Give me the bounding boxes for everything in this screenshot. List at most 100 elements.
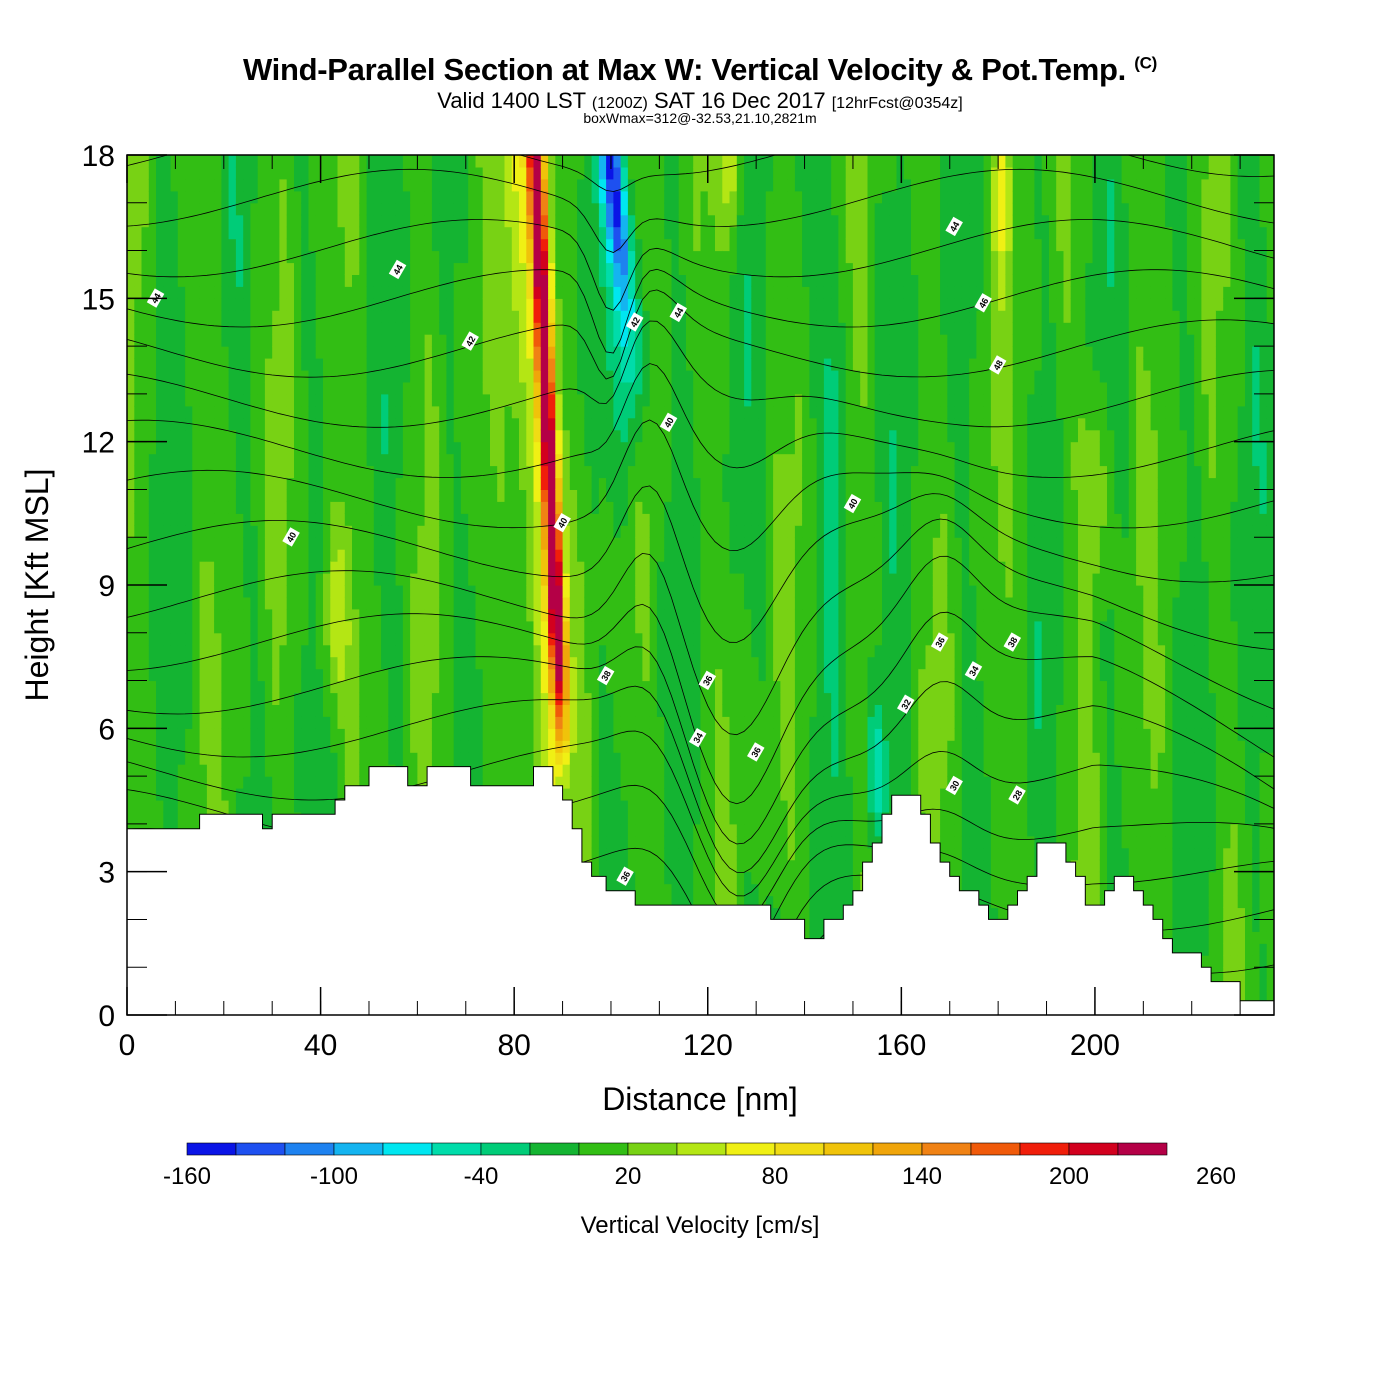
velocity-cell bbox=[540, 644, 549, 658]
velocity-cell bbox=[163, 620, 172, 634]
velocity-cell bbox=[323, 274, 331, 287]
velocity-cell bbox=[127, 429, 135, 443]
velocity-cell bbox=[410, 405, 418, 419]
velocity-cell bbox=[221, 429, 230, 443]
velocity-cell bbox=[214, 549, 222, 562]
velocity-cell bbox=[315, 668, 324, 682]
velocity-cell bbox=[206, 561, 215, 574]
velocity-cell bbox=[214, 346, 222, 359]
velocity-cell bbox=[591, 573, 600, 586]
velocity-cell bbox=[584, 202, 593, 216]
velocity-cell bbox=[373, 370, 382, 383]
velocity-cell bbox=[279, 322, 288, 335]
chart-title: Wind-Parallel Section at Max W: Vertical… bbox=[243, 52, 1157, 87]
velocity-cell bbox=[606, 322, 614, 335]
velocity-cell bbox=[221, 585, 230, 598]
velocity-cell bbox=[373, 573, 382, 586]
velocity-cell bbox=[540, 620, 549, 634]
velocity-cell bbox=[533, 716, 542, 729]
velocity-cell bbox=[424, 346, 433, 359]
velocity-cell bbox=[192, 286, 201, 299]
velocity-cell bbox=[577, 346, 585, 359]
velocity-cell bbox=[148, 358, 157, 371]
velocity-cell bbox=[279, 441, 288, 455]
velocity-cell bbox=[359, 704, 368, 717]
velocity-cell bbox=[221, 668, 230, 682]
velocity-cell bbox=[235, 202, 244, 216]
velocity-cell bbox=[548, 274, 556, 287]
velocity-cell bbox=[482, 262, 491, 275]
velocity-cell bbox=[199, 393, 208, 407]
velocity-cell bbox=[264, 596, 273, 610]
velocity-cell bbox=[170, 202, 179, 216]
velocity-cell bbox=[497, 298, 506, 311]
velocity-cell bbox=[170, 370, 179, 383]
velocity-cell bbox=[352, 596, 360, 610]
velocity-cell bbox=[555, 764, 564, 777]
velocity-cell bbox=[439, 202, 448, 216]
velocity-cell bbox=[511, 262, 520, 275]
velocity-cell bbox=[279, 549, 288, 562]
velocity-cell bbox=[562, 381, 571, 395]
velocity-cell bbox=[620, 740, 629, 753]
velocity-cell bbox=[606, 800, 614, 813]
velocity-cell bbox=[250, 346, 259, 359]
velocity-cell bbox=[192, 668, 201, 682]
velocity-cell bbox=[533, 704, 542, 717]
velocity-cell bbox=[228, 692, 237, 705]
velocity-cell bbox=[504, 453, 513, 467]
velocity-cell bbox=[606, 226, 614, 240]
velocity-cell bbox=[482, 310, 491, 323]
velocity-cell bbox=[170, 608, 179, 622]
velocity-cell bbox=[562, 155, 571, 168]
velocity-cell bbox=[475, 716, 484, 729]
velocity-cell bbox=[410, 250, 418, 264]
velocity-cell bbox=[156, 381, 164, 395]
velocity-cell bbox=[264, 525, 273, 538]
velocity-cell bbox=[148, 465, 157, 479]
velocity-cell bbox=[315, 286, 324, 299]
velocity-cell bbox=[381, 226, 389, 240]
velocity-cell bbox=[562, 561, 571, 574]
velocity-cell bbox=[548, 632, 556, 646]
velocity-cell bbox=[344, 429, 353, 443]
velocity-cell bbox=[482, 752, 491, 765]
velocity-cell bbox=[141, 549, 150, 562]
velocity-cell bbox=[250, 262, 259, 275]
velocity-cell bbox=[221, 465, 230, 479]
velocity-cell bbox=[555, 226, 564, 240]
velocity-cell bbox=[315, 358, 324, 371]
velocity-cell bbox=[410, 238, 418, 252]
velocity-cell bbox=[526, 513, 535, 526]
velocity-cell bbox=[272, 417, 281, 431]
velocity-cell bbox=[141, 441, 150, 455]
velocity-cell bbox=[199, 788, 208, 801]
velocity-cell bbox=[264, 728, 273, 741]
velocity-cell bbox=[177, 680, 186, 694]
velocity-cell bbox=[453, 537, 462, 550]
velocity-cell bbox=[163, 549, 172, 562]
velocity-cell bbox=[526, 501, 535, 514]
velocity-cell bbox=[584, 776, 593, 789]
velocity-cell bbox=[315, 393, 324, 407]
velocity-cell bbox=[475, 561, 484, 574]
velocity-cell bbox=[214, 370, 222, 383]
velocity-cell bbox=[431, 632, 440, 646]
velocity-cell bbox=[410, 776, 418, 789]
velocity-cell bbox=[584, 346, 593, 359]
velocity-cell bbox=[373, 596, 382, 610]
velocity-cell bbox=[279, 740, 288, 753]
velocity-cell bbox=[134, 226, 143, 240]
velocity-cell bbox=[388, 716, 397, 729]
velocity-cell bbox=[519, 764, 527, 777]
velocity-cell bbox=[170, 310, 179, 323]
velocity-cell bbox=[243, 298, 252, 311]
velocity-cell bbox=[286, 740, 295, 753]
velocity-cell bbox=[562, 716, 571, 729]
velocity-cell bbox=[156, 405, 164, 419]
velocity-cell bbox=[439, 346, 448, 359]
velocity-cell bbox=[206, 585, 215, 598]
velocity-cell bbox=[264, 262, 273, 275]
velocity-cell bbox=[591, 728, 600, 741]
velocity-cell bbox=[540, 549, 549, 562]
